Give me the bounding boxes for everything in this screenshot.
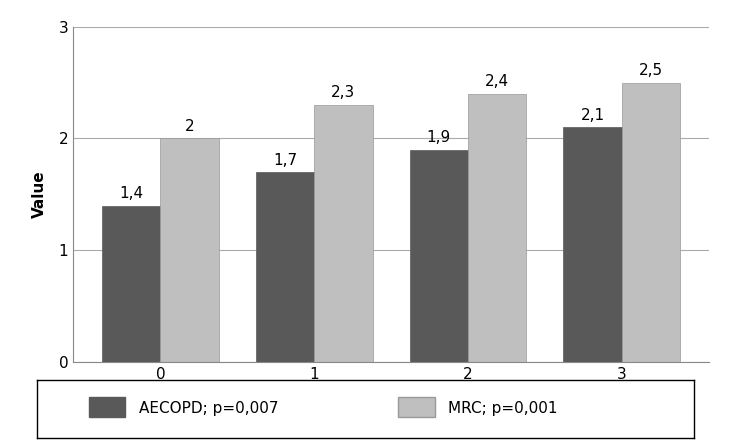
Bar xyxy=(564,127,622,362)
Bar xyxy=(409,150,468,362)
Text: 2,5: 2,5 xyxy=(639,63,663,78)
Text: 1,4: 1,4 xyxy=(119,186,143,201)
Bar xyxy=(314,105,373,362)
Bar xyxy=(256,172,314,362)
Text: 2: 2 xyxy=(185,119,194,134)
Bar xyxy=(89,397,126,417)
Y-axis label: Value: Value xyxy=(32,171,48,218)
Text: 1,9: 1,9 xyxy=(427,130,451,145)
Text: 2,1: 2,1 xyxy=(580,108,605,123)
Bar xyxy=(398,397,435,417)
Text: 2,4: 2,4 xyxy=(485,74,510,89)
Text: AECOPD; p=0,007: AECOPD; p=0,007 xyxy=(139,401,278,416)
Text: 2,3: 2,3 xyxy=(331,85,355,100)
Text: MRC; p=0,001: MRC; p=0,001 xyxy=(448,401,557,416)
Bar xyxy=(102,206,160,362)
Bar xyxy=(160,138,219,362)
X-axis label: Comorbidities: Comorbidities xyxy=(332,393,450,408)
Bar xyxy=(468,94,526,362)
Text: 1,7: 1,7 xyxy=(273,152,297,168)
Bar xyxy=(622,83,680,362)
